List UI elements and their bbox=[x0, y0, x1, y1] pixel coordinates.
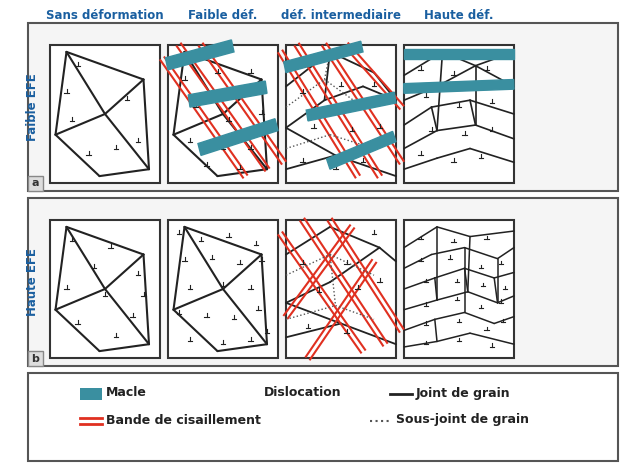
Polygon shape bbox=[327, 131, 396, 169]
Polygon shape bbox=[165, 40, 234, 70]
Text: b: b bbox=[32, 354, 39, 363]
FancyBboxPatch shape bbox=[80, 388, 102, 400]
FancyBboxPatch shape bbox=[168, 220, 278, 358]
Text: Haute EFE: Haute EFE bbox=[26, 248, 39, 316]
FancyBboxPatch shape bbox=[28, 373, 618, 461]
FancyBboxPatch shape bbox=[50, 45, 160, 183]
FancyBboxPatch shape bbox=[28, 176, 43, 191]
Text: déf. intermediaire: déf. intermediaire bbox=[281, 9, 401, 22]
Text: Sous-joint de grain: Sous-joint de grain bbox=[396, 413, 529, 426]
Polygon shape bbox=[188, 81, 267, 107]
Text: Sans déformation: Sans déformation bbox=[46, 9, 164, 22]
Polygon shape bbox=[284, 41, 363, 73]
Polygon shape bbox=[404, 49, 514, 59]
Text: a: a bbox=[32, 178, 39, 189]
FancyBboxPatch shape bbox=[404, 45, 514, 183]
FancyBboxPatch shape bbox=[286, 220, 396, 358]
Text: Dislocation: Dislocation bbox=[264, 386, 341, 399]
FancyBboxPatch shape bbox=[28, 23, 618, 191]
Text: Faible EFE: Faible EFE bbox=[26, 73, 39, 141]
Text: Haute déf.: Haute déf. bbox=[424, 9, 494, 22]
Text: Bande de cisaillement: Bande de cisaillement bbox=[106, 413, 261, 426]
FancyBboxPatch shape bbox=[404, 220, 514, 358]
FancyBboxPatch shape bbox=[50, 220, 160, 358]
Polygon shape bbox=[306, 92, 396, 121]
FancyBboxPatch shape bbox=[28, 198, 618, 366]
FancyBboxPatch shape bbox=[286, 45, 396, 183]
FancyBboxPatch shape bbox=[28, 351, 43, 366]
Text: Macle: Macle bbox=[106, 386, 147, 399]
Polygon shape bbox=[198, 119, 278, 155]
FancyBboxPatch shape bbox=[168, 45, 278, 183]
Text: Joint de grain: Joint de grain bbox=[416, 386, 511, 399]
Text: Faible déf.: Faible déf. bbox=[188, 9, 258, 22]
Polygon shape bbox=[404, 80, 514, 93]
